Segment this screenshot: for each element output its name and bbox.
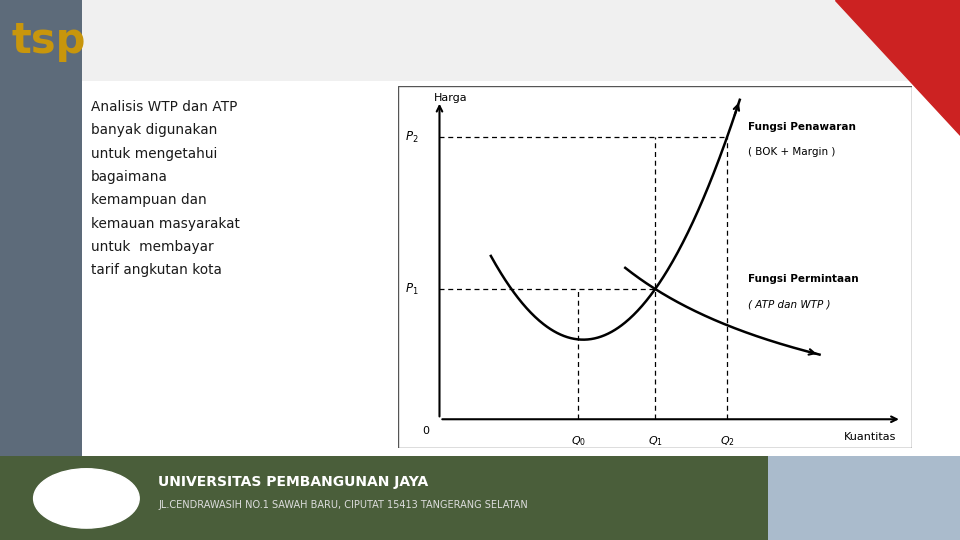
Text: Fungsi Penawaran: Fungsi Penawaran (748, 122, 855, 132)
Text: Harga: Harga (434, 93, 468, 103)
Text: $P_1$: $P_1$ (405, 281, 419, 296)
Text: Kuantitas: Kuantitas (844, 432, 897, 442)
Bar (0, 456, 960, 540)
Text: Fungsi Permintaan: Fungsi Permintaan (748, 274, 858, 284)
Text: $Q_1$: $Q_1$ (648, 434, 662, 448)
Bar (768, 456, 960, 540)
Text: $Q_0$: $Q_0$ (570, 434, 586, 448)
Text: 0: 0 (422, 427, 429, 436)
Text: ( ATP dan WTP ): ( ATP dan WTP ) (748, 299, 830, 309)
Text: Analisis WTP dan ATP
banyak digunakan
untuk mengetahui
bagaimana
kemampuan dan
k: Analisis WTP dan ATP banyak digunakan un… (91, 100, 240, 278)
Bar (0, 0, 82, 540)
Text: UNIVERSITAS PEMBANGUNAN JAYA: UNIVERSITAS PEMBANGUNAN JAYA (158, 475, 429, 489)
Text: ( BOK + Margin ): ( BOK + Margin ) (748, 147, 835, 157)
Circle shape (34, 469, 139, 528)
Text: tsp: tsp (12, 19, 86, 62)
Text: $P_2$: $P_2$ (405, 130, 419, 145)
Polygon shape (835, 0, 960, 135)
Text: JL.CENDRAWASIH NO.1 SAWAH BARU, CIPUTAT 15413 TANGERANG SELATAN: JL.CENDRAWASIH NO.1 SAWAH BARU, CIPUTAT … (158, 500, 528, 510)
Bar (82, 0, 960, 81)
Text: $Q_2$: $Q_2$ (720, 434, 734, 448)
